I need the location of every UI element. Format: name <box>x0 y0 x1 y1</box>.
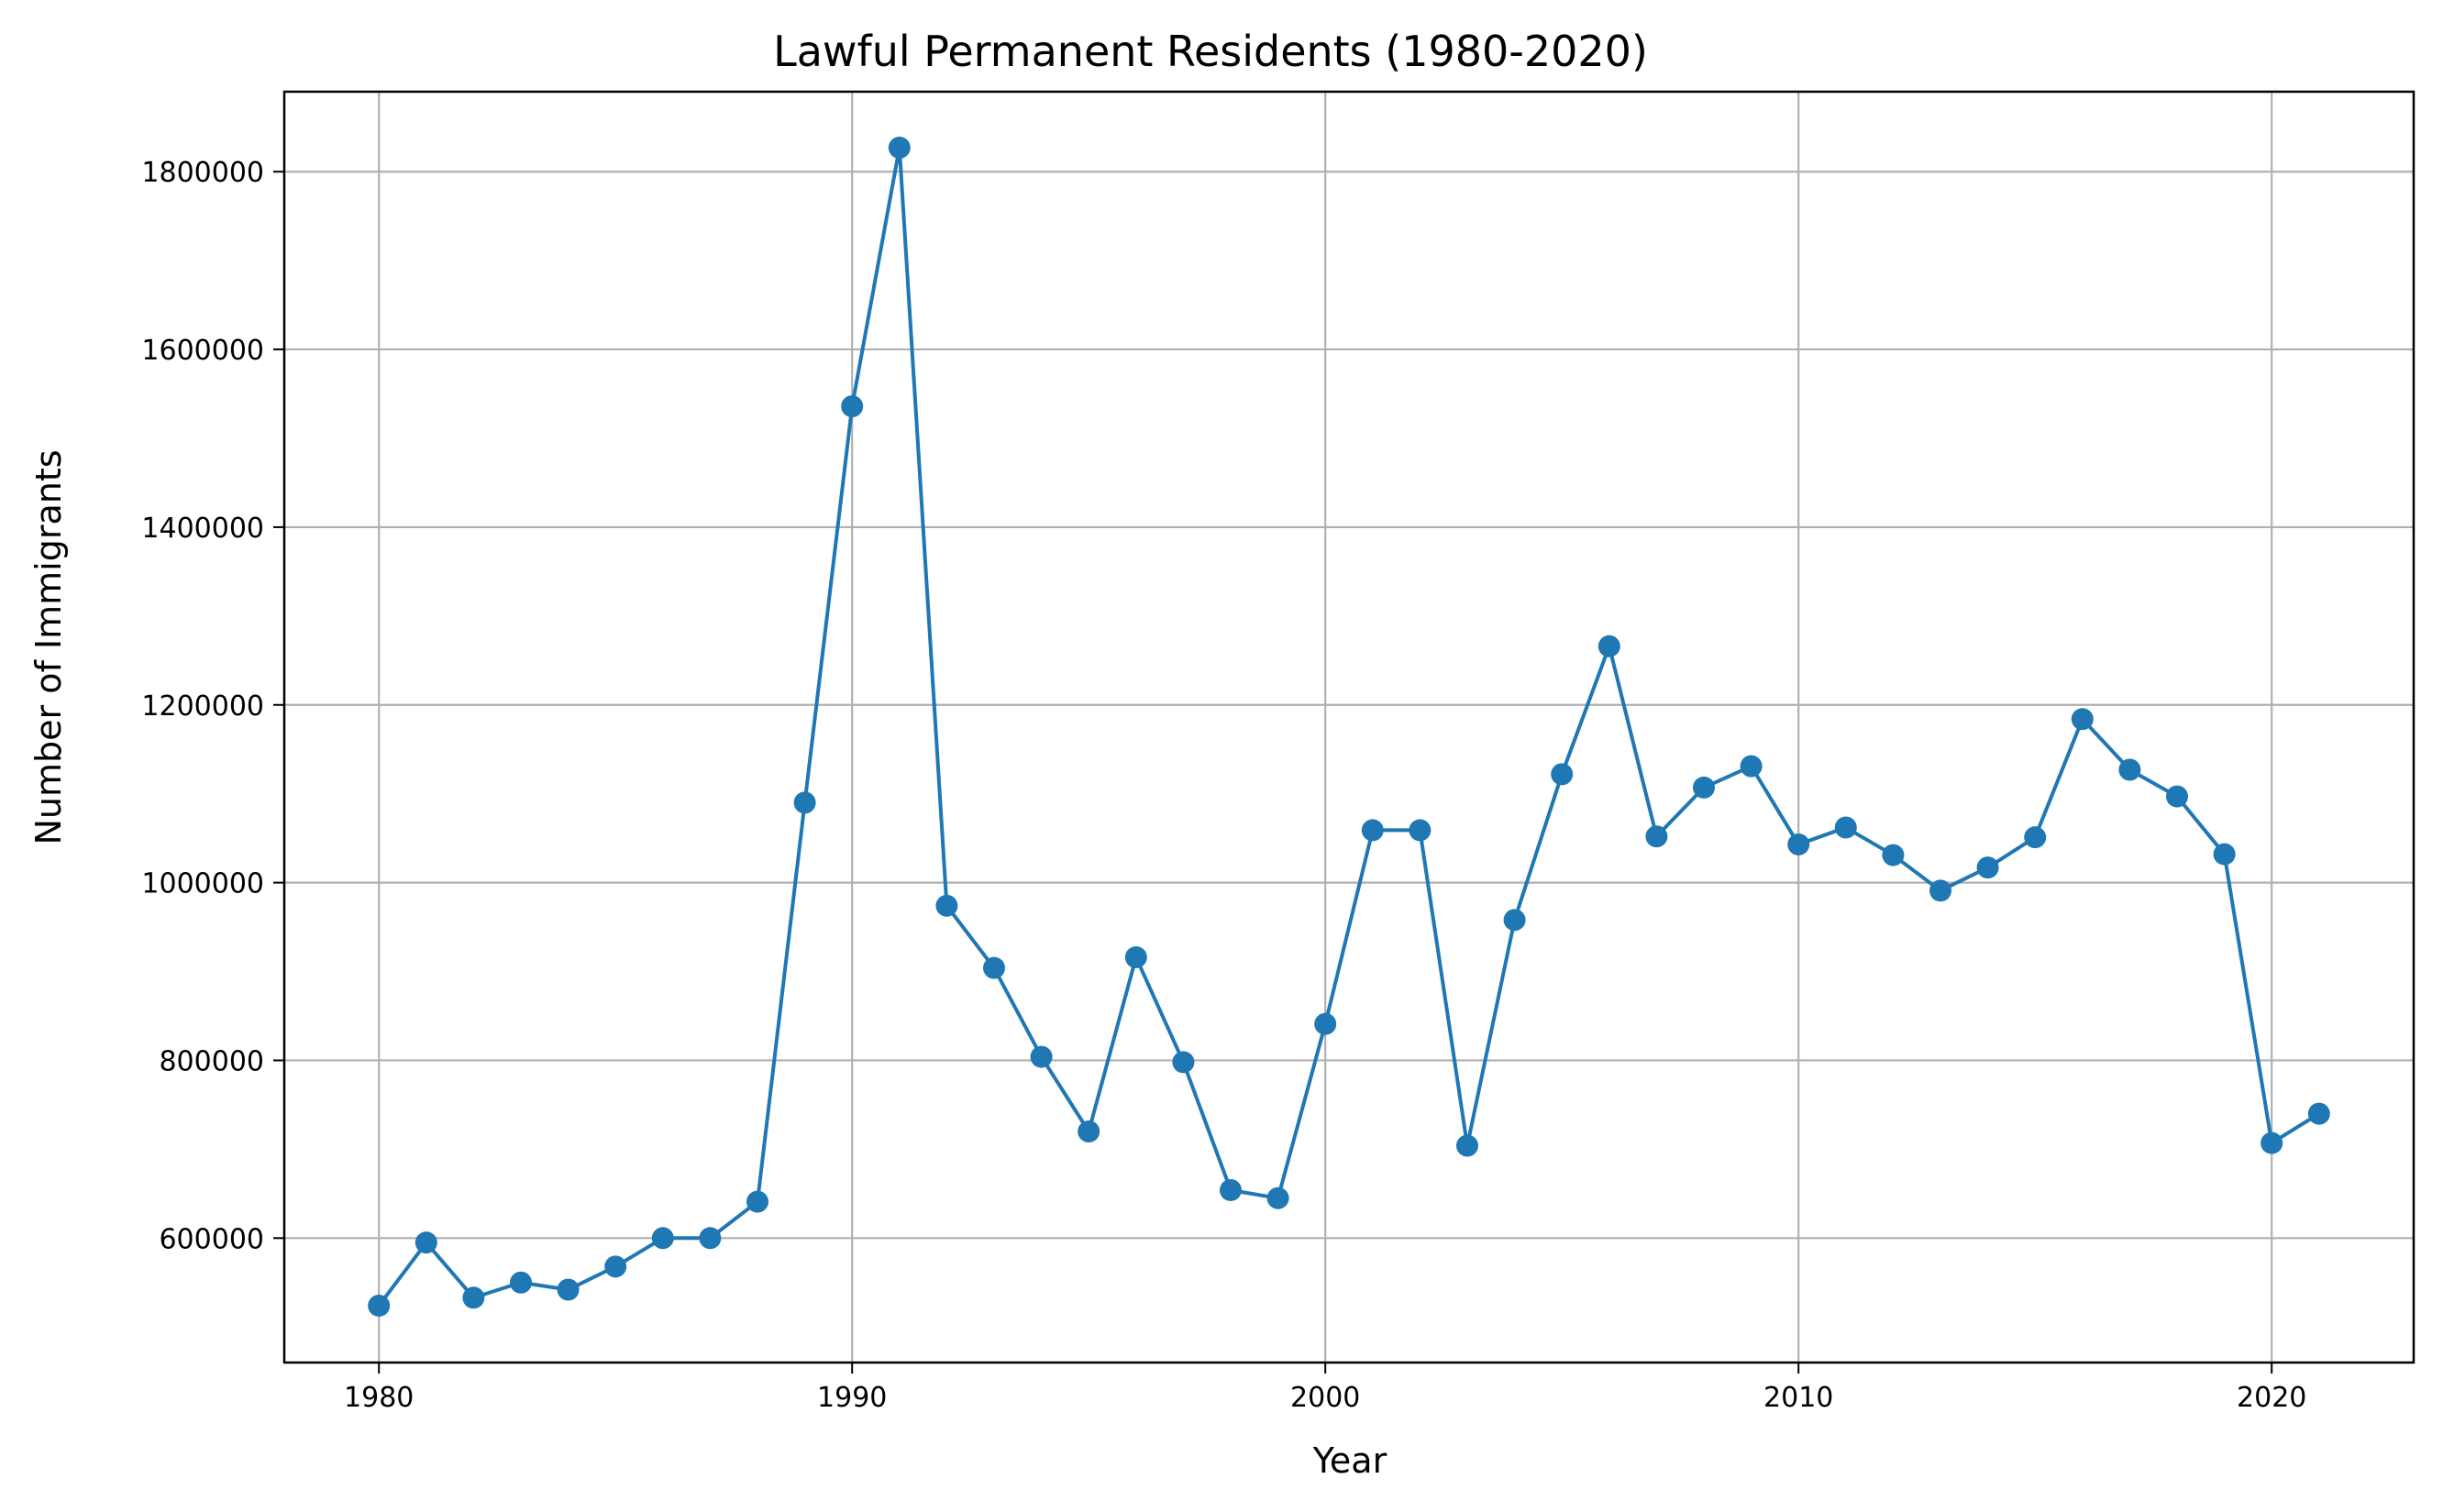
data-point <box>1597 635 1620 657</box>
data-point <box>1645 825 1668 848</box>
data-point <box>2307 1102 2330 1125</box>
data-point <box>1030 1045 1053 1068</box>
data-point <box>462 1286 485 1309</box>
data-point <box>1314 1012 1337 1035</box>
x-axis-ticks: 1980 1990 2000 2010 2020 <box>344 1363 2306 1414</box>
data-point <box>793 791 816 814</box>
data-point <box>1078 1120 1100 1142</box>
data-point <box>368 1294 391 1317</box>
data-point <box>1124 946 1147 969</box>
data-point <box>1220 1178 1242 1201</box>
y-tick-label: 1800000 <box>141 157 264 189</box>
data-point <box>983 956 1005 979</box>
data-point <box>557 1278 580 1301</box>
x-tick-label: 2000 <box>1290 1382 1360 1414</box>
x-tick-label: 1980 <box>344 1382 414 1414</box>
y-tick-label: 1600000 <box>141 335 264 367</box>
data-point <box>510 1271 532 1294</box>
data-point <box>604 1255 627 1278</box>
x-tick-label: 1990 <box>817 1382 887 1414</box>
x-tick-label: 2010 <box>1763 1382 1833 1414</box>
data-series <box>368 137 2330 1317</box>
data-point <box>1266 1186 1289 1209</box>
data-point <box>2261 1131 2283 1154</box>
data-point <box>1551 763 1574 786</box>
chart-title: Lawful Permanent Residents (1980-2020) <box>773 27 1648 76</box>
data-point <box>1882 844 1905 866</box>
data-point <box>1834 816 1857 839</box>
data-point <box>651 1227 674 1250</box>
y-axis-ticks: 600000 800000 1000000 1200000 1400000 1600000… <box>141 157 284 1255</box>
data-point <box>415 1231 437 1254</box>
data-point <box>746 1190 768 1213</box>
data-point <box>1361 819 1384 842</box>
data-point <box>699 1227 722 1250</box>
y-tick-label: 800000 <box>159 1045 264 1077</box>
data-point <box>2118 758 2141 781</box>
data-point <box>2213 843 2236 866</box>
y-tick-label: 1000000 <box>141 868 264 900</box>
data-point <box>1693 776 1715 799</box>
data-point <box>1456 1134 1478 1157</box>
data-point <box>1503 909 1526 932</box>
y-tick-label: 600000 <box>159 1223 264 1255</box>
x-tick-label: 2020 <box>2237 1382 2306 1414</box>
data-point <box>935 894 958 917</box>
data-point <box>1740 755 1763 778</box>
data-point <box>2071 708 2094 731</box>
y-axis-title: Number of Immigrants <box>28 449 69 844</box>
y-tick-label: 1200000 <box>141 690 264 723</box>
data-point <box>1976 856 1999 879</box>
plot-area-frame <box>282 90 2415 1364</box>
data-point <box>1929 879 1951 902</box>
grid-lines <box>284 92 2414 1363</box>
data-point <box>841 395 864 418</box>
data-point <box>1787 833 1810 855</box>
data-point <box>888 137 911 160</box>
data-point <box>1172 1051 1195 1074</box>
x-axis-title: Year <box>1312 1440 1387 1481</box>
data-point <box>2024 826 2047 849</box>
y-tick-label: 1400000 <box>141 513 264 545</box>
data-point <box>1409 819 1432 842</box>
data-point <box>2166 785 2188 808</box>
